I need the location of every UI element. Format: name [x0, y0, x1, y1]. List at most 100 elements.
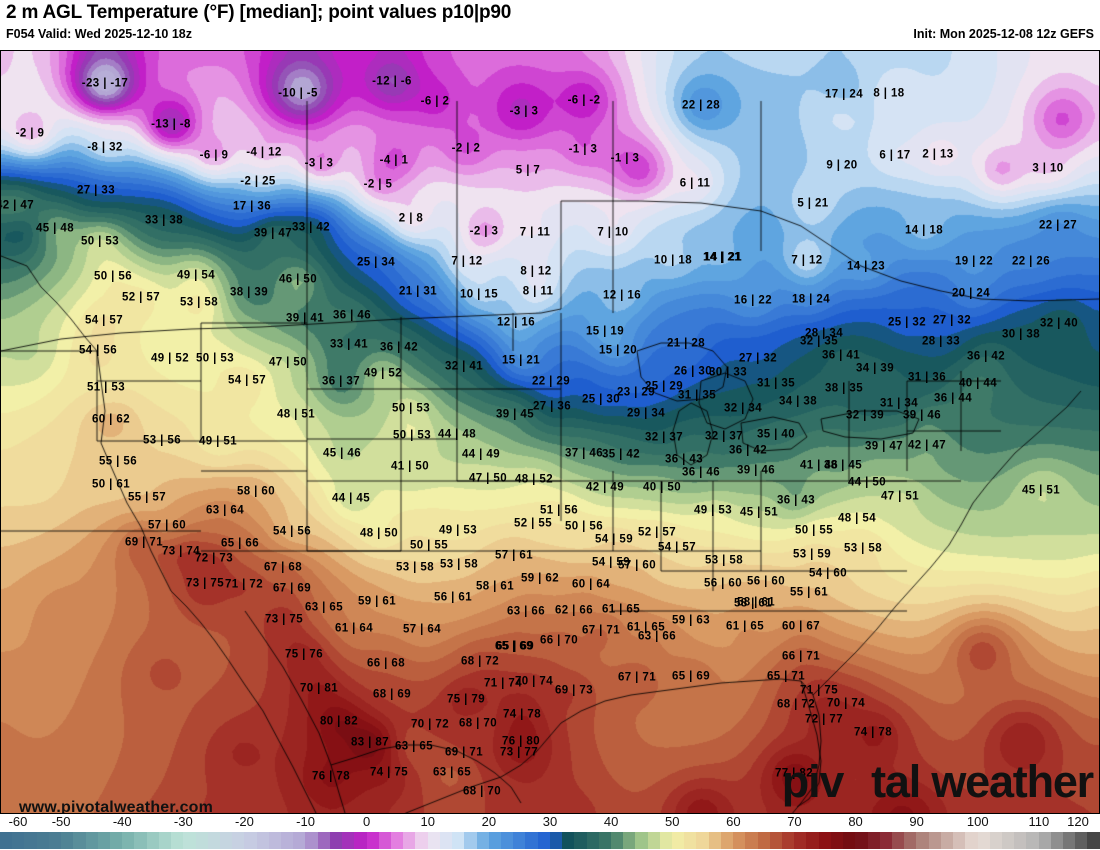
- map-point-value: 54 | 57: [228, 374, 266, 387]
- map-point-value: 25 | 29: [645, 380, 683, 393]
- colorbar-bin: [672, 832, 685, 849]
- colorbar-bin: [305, 832, 318, 849]
- colorbar-tick: 30: [542, 814, 558, 829]
- map-point-value: 40 | 50: [643, 481, 681, 494]
- map-point-value: 59 | 63: [672, 614, 710, 627]
- map-point-value: 42 | 47: [1, 199, 34, 212]
- map-point-value: 54 | 57: [658, 541, 696, 554]
- colorbar-bin: [281, 832, 294, 849]
- map-point-value: 83 | 87: [351, 736, 389, 749]
- map-point-value: 65 | 69: [496, 640, 534, 653]
- map-point-value: 60 | 64: [572, 578, 610, 591]
- colorbar-bin: [85, 832, 98, 849]
- map-point-value: 60 | 67: [782, 620, 820, 633]
- map-point-value: 32 | 34: [724, 402, 762, 415]
- map-point-value: 53 | 58: [705, 554, 743, 567]
- map-point-value: 48 | 51: [277, 408, 315, 421]
- map-point-value: 58 | 61: [476, 580, 514, 593]
- map-point-value: 69 | 71: [125, 536, 163, 549]
- temperature-raster: [1, 51, 1099, 813]
- colorbar-bin: [268, 832, 282, 849]
- map-point-value: 63 | 65: [395, 740, 433, 753]
- colorbar-bin: [171, 832, 184, 849]
- map-point-value: 21 | 28: [667, 337, 705, 350]
- map-point-value: 41 | 50: [391, 460, 429, 473]
- forecast-map[interactable]: -2 | 9 -23 | -17 -13 | -8 -8 | 32 -10 | -5 -6…: [0, 50, 1100, 814]
- map-point-value: 58 | 61: [737, 596, 775, 609]
- map-point-value: 55 | 56: [99, 455, 137, 468]
- site-url-watermark: www.pivotalweather.com: [19, 799, 214, 814]
- map-point-value: 37 | 46: [565, 447, 603, 460]
- colorbar-bin: [415, 832, 428, 849]
- colorbar-tick: 50: [664, 814, 680, 829]
- colorbar-bin: [818, 832, 831, 849]
- map-point-value: 42 | 47: [908, 439, 946, 452]
- colorbar-tick: 60: [726, 814, 741, 829]
- colorbar-bin: [378, 832, 391, 849]
- map-point-value: 5 | 7: [515, 164, 541, 177]
- map-point-value: 35 | 42: [602, 448, 640, 461]
- colorbar-bin: [207, 832, 220, 849]
- colorbar-tick: 90: [909, 814, 924, 829]
- map-point-value: 72 | 73: [195, 552, 233, 565]
- map-point-value: 63 | 66: [638, 630, 676, 643]
- colorbar-bin: [757, 832, 770, 849]
- map-point-value: -13 | -8: [151, 118, 191, 131]
- map-point-value: 32 | 35: [800, 335, 838, 348]
- map-point-value: 74 | 78: [503, 708, 541, 721]
- map-point-value: 54 | 59: [592, 556, 630, 569]
- map-point-value: 25 | 34: [357, 256, 395, 269]
- colorbar-tick: -10: [296, 814, 315, 829]
- map-point-value: 45 | 46: [323, 447, 361, 460]
- colorbar-bin: [12, 832, 25, 849]
- colorbar-bin: [329, 832, 343, 849]
- colorbar-bin: [928, 832, 941, 849]
- map-point-value: 12 | 16: [497, 316, 535, 329]
- map-point-value: 63 | 65: [305, 601, 343, 614]
- colorbar-bin: [1038, 832, 1051, 849]
- map-point-value: 27 | 32: [933, 314, 971, 327]
- colorbar-bin: [195, 832, 208, 849]
- colorbar-bin: [916, 832, 929, 849]
- colorbar-bin: [232, 832, 245, 849]
- brand-text-post: tal weather: [871, 756, 1094, 807]
- colorbar-bin: [525, 832, 538, 849]
- colorbar-tick: 100: [966, 814, 989, 829]
- map-point-value: 12 | 16: [603, 289, 641, 302]
- map-point-value: 75 | 79: [447, 693, 485, 706]
- map-point-value: -1 | 3: [610, 152, 640, 165]
- map-point-value: 32 | 37: [645, 431, 683, 444]
- map-point-value: -2 | 3: [469, 225, 499, 238]
- map-point-value: -12 | -6: [372, 75, 412, 88]
- map-point-value: 15 | 21: [502, 354, 540, 367]
- map-point-value: 10 | 18: [654, 254, 692, 267]
- map-point-value: 49 | 51: [199, 435, 237, 448]
- map-point-value: 69 | 71: [445, 746, 483, 759]
- map-point-value: 50 | 56: [565, 520, 603, 533]
- map-point-value: 39 | 47: [865, 440, 903, 453]
- map-point-value: 60 | 62: [92, 413, 130, 426]
- map-point-value: 54 | 56: [273, 525, 311, 538]
- colorbar-bin: [0, 832, 13, 849]
- colorbar-bin: [733, 832, 746, 849]
- colorbar-tick: -40: [112, 814, 132, 829]
- map-point-value: 71 | 75: [800, 684, 838, 697]
- colorbar-bin: [1026, 832, 1039, 849]
- map-point-value: 50 | 61: [92, 478, 130, 491]
- map-point-value: 73 | 77: [500, 746, 538, 759]
- colorbar-ticks: -60 -50 -40 -30 -20 -10 0 10 20 30 40 50 60 70 80 90 100…: [0, 814, 1100, 832]
- map-point-value: 6 | 11: [679, 177, 711, 190]
- map-point-value: 18 | 24: [792, 293, 830, 306]
- map-point-value: 9 | 20: [826, 159, 858, 172]
- colorbar-bin: [354, 832, 367, 849]
- map-point-value: 7 | 12: [451, 255, 483, 268]
- map-point-value: -3 | 3: [509, 105, 539, 118]
- map-point-value: -6 | 2: [420, 95, 450, 108]
- map-point-value: 48 | 54: [838, 512, 876, 525]
- map-point-value: 70 | 81: [300, 682, 338, 695]
- colorbar-tick: 70: [787, 814, 802, 829]
- colorbar-bin: [97, 832, 110, 849]
- colorbar-bin: [244, 832, 257, 849]
- colorbar-bin: [452, 832, 465, 849]
